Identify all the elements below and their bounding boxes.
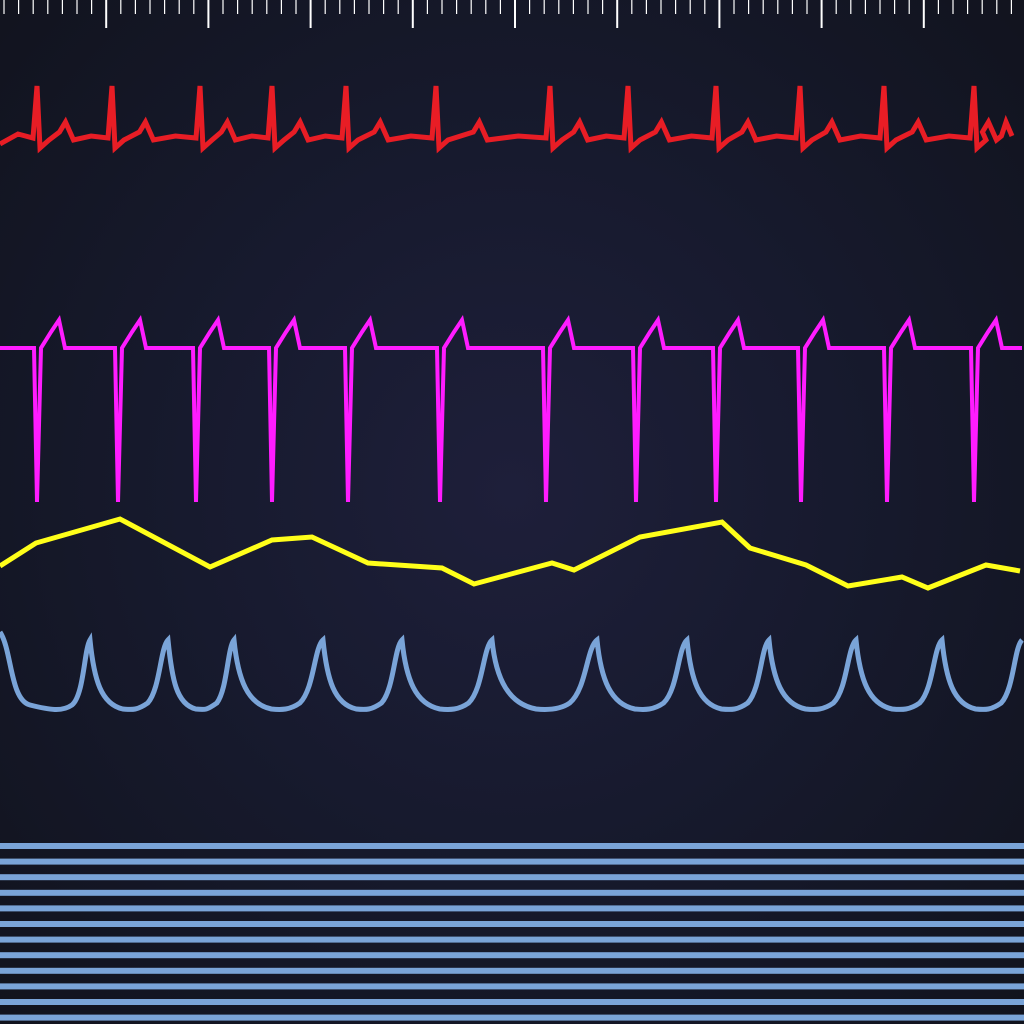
grid-line [0, 1014, 1024, 1021]
grid-line [0, 952, 1024, 959]
time-ruler [3, 0, 1013, 28]
grid-line [0, 983, 1024, 990]
grid-line [0, 921, 1024, 927]
respiration-trace [0, 516, 1021, 591]
pacing-trace [0, 314, 1022, 503]
grid-line [0, 858, 1024, 865]
grid-line [0, 889, 1024, 896]
grid-line [0, 874, 1024, 881]
grid-line [0, 843, 1024, 849]
ecg-trace [0, 85, 1015, 154]
pleth-trace [0, 630, 1024, 712]
grid-line [0, 967, 1024, 974]
grid-line [0, 936, 1024, 943]
baseline-grid [0, 843, 1024, 1021]
grid-line [0, 999, 1024, 1005]
grid-line [0, 905, 1024, 912]
